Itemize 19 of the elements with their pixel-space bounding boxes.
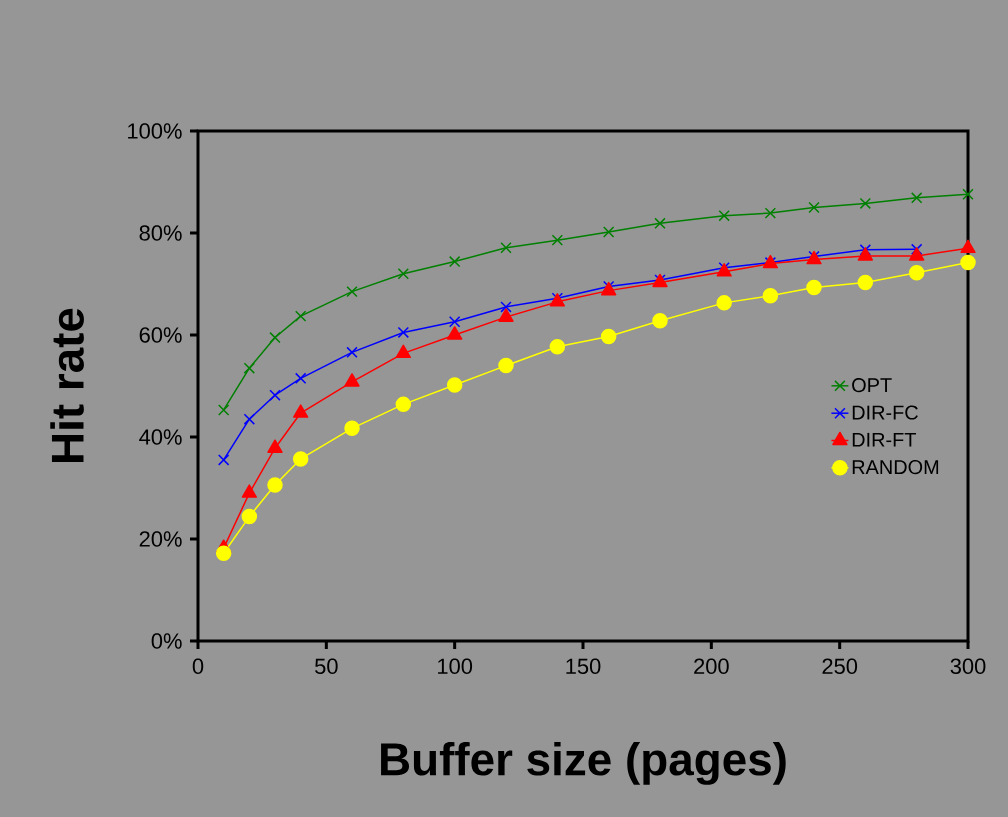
y-tick-label: 0% — [151, 633, 182, 649]
y-tick-label: 80% — [139, 225, 182, 241]
x-tick-label: 300 — [950, 658, 986, 675]
legend-label: DIR-FT — [852, 432, 917, 447]
x-tick-label: 50 — [315, 658, 338, 675]
legend-label: OPT — [852, 378, 892, 393]
x-tick-label: 100 — [438, 658, 473, 675]
x-tick-label: 250 — [822, 658, 858, 675]
x-tick-label: 200 — [694, 658, 729, 675]
y-tick-label: 60% — [139, 327, 182, 343]
y-tick-label: 20% — [139, 531, 182, 547]
y-tick-label: 40% — [139, 429, 182, 445]
x-axis-title: Buffer size (pages) — [381, 741, 786, 785]
x-tick-label: 0 — [192, 658, 204, 675]
legend-label: DIR-FC — [852, 405, 918, 420]
y-tick-label: 100% — [128, 123, 182, 139]
x-tick-label: 150 — [566, 658, 601, 675]
y-axis-title: Hit rate — [50, 308, 84, 462]
legend-label: RANDOM — [852, 460, 939, 475]
